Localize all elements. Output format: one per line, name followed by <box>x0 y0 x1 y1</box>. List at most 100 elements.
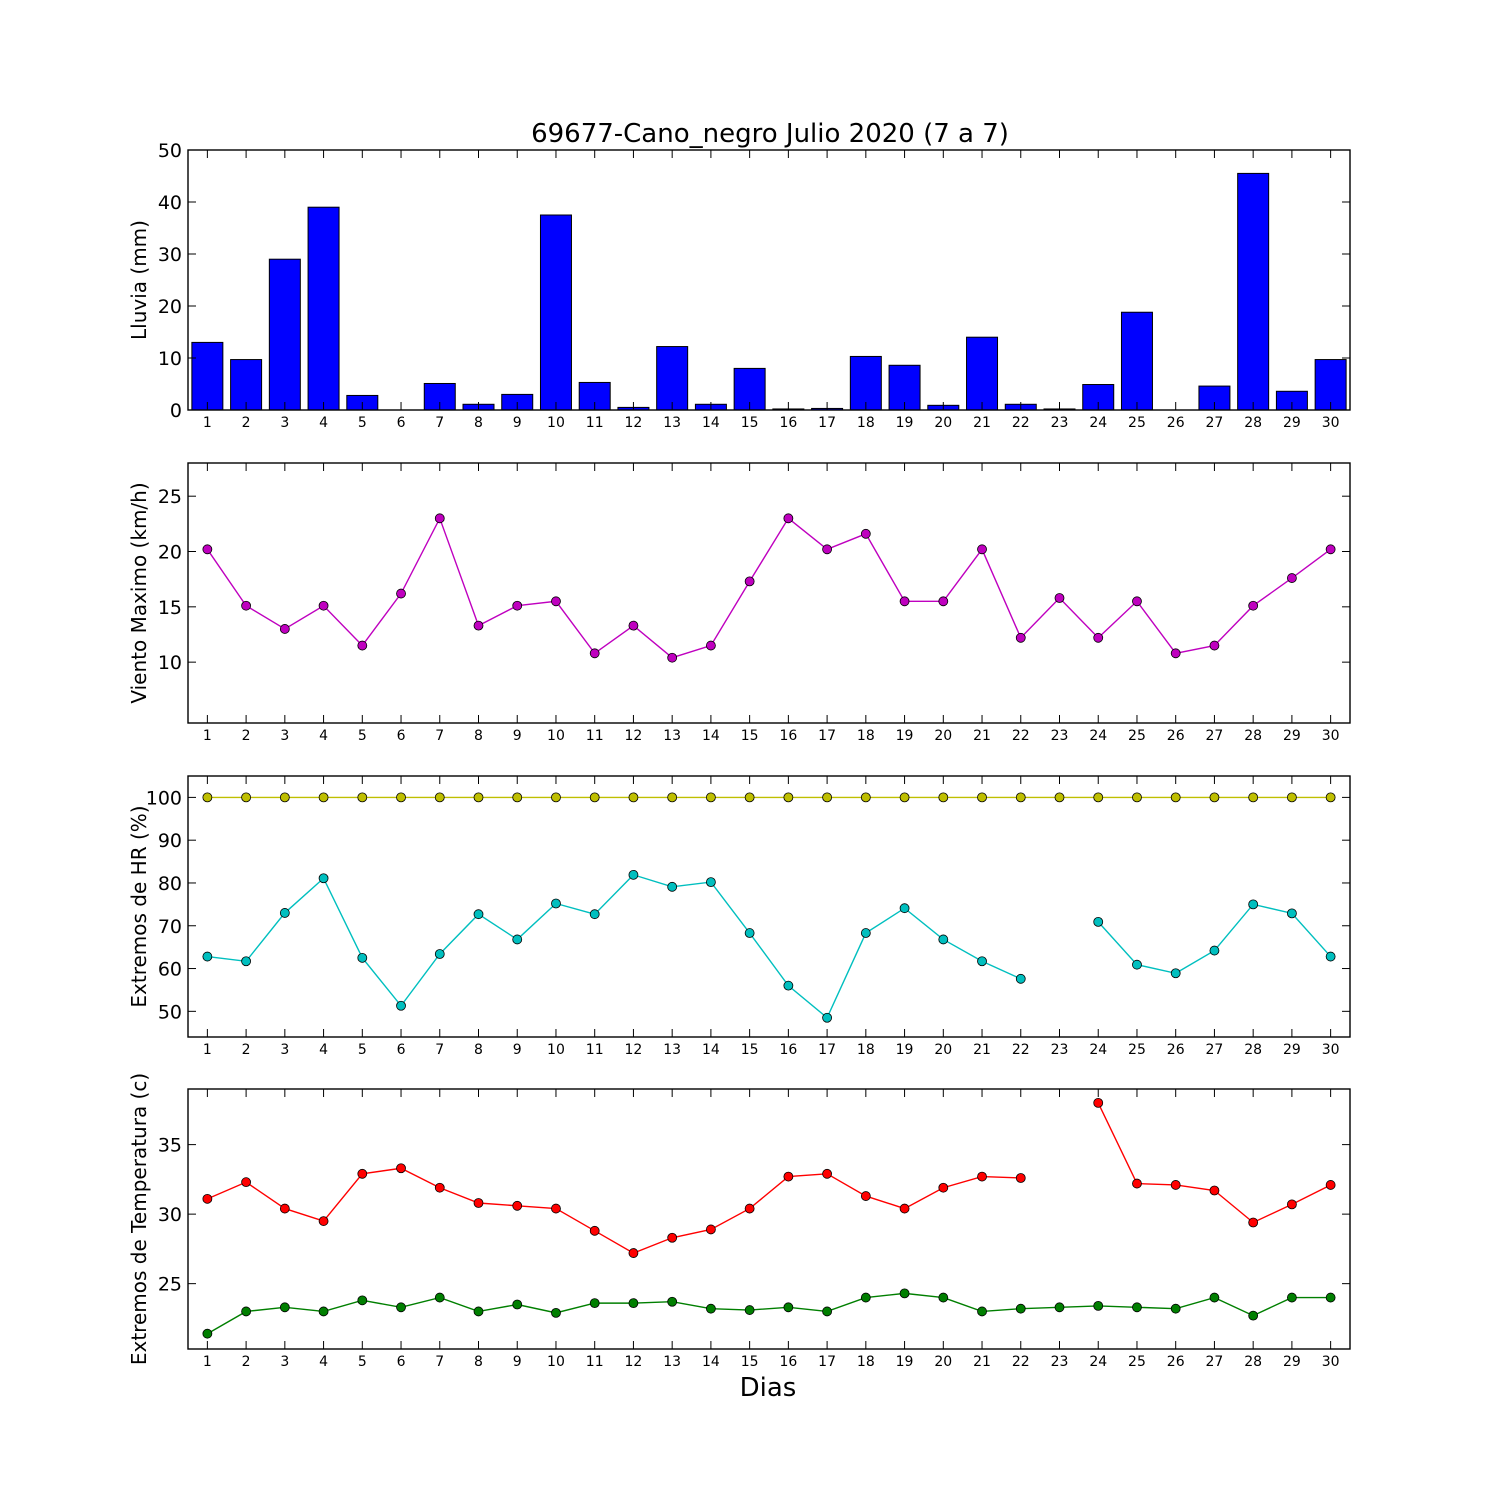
data-point <box>202 792 213 803</box>
data-point <box>899 903 910 914</box>
x-tick-label: 28 <box>1244 415 1262 431</box>
data-point <box>1209 792 1220 803</box>
data-point <box>473 620 484 631</box>
data-point <box>589 792 600 803</box>
data-point <box>783 792 794 803</box>
x-tick-label: 14 <box>702 728 720 744</box>
data-point <box>512 792 523 803</box>
x-tick-label: 27 <box>1206 415 1224 431</box>
data-point <box>977 792 987 803</box>
data-point <box>667 1296 678 1307</box>
bar <box>191 341 224 411</box>
x-tick-label: 19 <box>896 1042 914 1058</box>
x-tick-label: 18 <box>857 728 875 744</box>
x-tick-label: 10 <box>547 1042 565 1058</box>
x-tick-label: 29 <box>1283 1042 1301 1058</box>
data-point <box>1209 1185 1220 1196</box>
data-point <box>551 898 561 909</box>
x-tick-label: 11 <box>586 728 604 744</box>
x-tick-label: 9 <box>513 728 522 744</box>
data-point <box>899 596 910 607</box>
x-tick-label: 11 <box>586 415 604 431</box>
data-point <box>1132 1178 1142 1189</box>
y-tick-label: 15 <box>158 597 182 619</box>
x-tick-label: 5 <box>358 728 367 744</box>
x-tick-label: 20 <box>934 1042 952 1058</box>
data-point <box>1093 917 1104 927</box>
x-tick-label: 10 <box>547 415 565 431</box>
x-tick-label: 14 <box>702 415 720 431</box>
y-axis-label: Extremos de HR (%) <box>127 805 151 1007</box>
data-point <box>318 873 329 884</box>
data-point <box>202 544 213 555</box>
x-tick-label: 2 <box>242 415 251 431</box>
x-tick-label: 23 <box>1051 1354 1069 1370</box>
x-tick-label: 16 <box>779 1042 797 1058</box>
data-point <box>1287 1199 1297 1210</box>
data-point <box>1054 792 1065 803</box>
x-tick-label: 11 <box>586 1042 604 1058</box>
x-tick-label: 13 <box>663 1042 681 1058</box>
data-point <box>318 600 329 611</box>
data-point <box>938 596 949 607</box>
bar <box>230 359 263 411</box>
x-tick-label: 7 <box>435 415 444 431</box>
x-tick-label: 1 <box>203 728 212 744</box>
x-tick-label: 7 <box>435 728 444 744</box>
y-tick-label: 20 <box>158 296 182 318</box>
data-point <box>938 1292 949 1303</box>
data-point <box>1248 899 1259 910</box>
data-point <box>551 792 561 803</box>
data-point <box>1015 973 1026 984</box>
data-point <box>512 1299 523 1310</box>
y-tick-label: 50 <box>158 140 182 162</box>
x-tick-label: 27 <box>1206 728 1224 744</box>
data-point <box>318 1306 329 1317</box>
x-tick-label: 28 <box>1244 728 1262 744</box>
data-point <box>706 1303 716 1314</box>
x-tick-label: 3 <box>280 415 289 431</box>
plot-frame <box>187 1088 1351 1350</box>
x-tick-label: 9 <box>513 415 522 431</box>
data-point <box>473 1198 484 1208</box>
x-tick-label: 20 <box>934 1354 952 1370</box>
x-tick-label: 22 <box>1012 415 1030 431</box>
data-point <box>589 909 600 920</box>
data-point <box>202 951 213 962</box>
x-tick-label: 6 <box>397 1354 406 1370</box>
x-tick-label: 28 <box>1244 1042 1262 1058</box>
data-point <box>744 928 755 938</box>
x-tick-label: 25 <box>1128 1354 1146 1370</box>
data-point <box>860 1292 871 1303</box>
bar <box>656 346 689 411</box>
data-point <box>744 576 755 587</box>
data-point <box>434 1292 445 1303</box>
data-point <box>1287 792 1297 803</box>
data-point <box>938 934 949 945</box>
y-tick-label: 90 <box>158 830 182 852</box>
data-point <box>706 792 716 803</box>
x-tick-label: 15 <box>741 728 759 744</box>
data-point <box>860 1191 871 1201</box>
data-point <box>279 624 290 634</box>
data-point <box>357 1168 368 1179</box>
data-point <box>667 652 678 663</box>
x-tick-label: 16 <box>779 728 797 744</box>
data-point <box>279 792 290 803</box>
data-point <box>1248 600 1259 611</box>
data-point <box>977 1171 987 1182</box>
x-tick-label: 17 <box>818 1042 836 1058</box>
x-tick-label: 13 <box>663 728 681 744</box>
x-tick-label: 24 <box>1089 1042 1107 1058</box>
data-point <box>241 956 252 967</box>
x-tick-label: 27 <box>1206 1354 1224 1370</box>
data-point <box>1287 908 1297 919</box>
data-point <box>822 1012 832 1023</box>
data-point <box>279 908 290 918</box>
x-tick-label: 6 <box>397 415 406 431</box>
data-point <box>1093 792 1104 803</box>
x-tick-label: 11 <box>586 1354 604 1370</box>
bar <box>1237 172 1270 411</box>
x-tick-label: 3 <box>280 728 289 744</box>
